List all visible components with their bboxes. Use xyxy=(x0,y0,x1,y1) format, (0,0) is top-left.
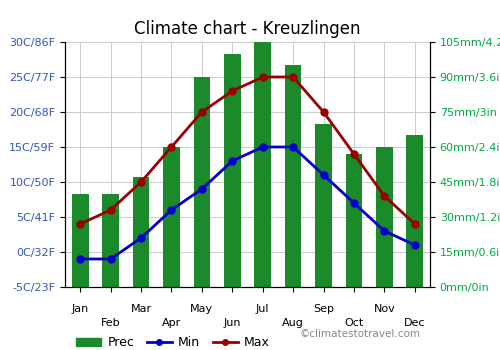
Title: Climate chart - Kreuzlingen: Climate chart - Kreuzlingen xyxy=(134,20,361,38)
Bar xyxy=(72,194,88,287)
Legend: Prec, Min, Max: Prec, Min, Max xyxy=(72,331,275,350)
Text: Aug: Aug xyxy=(282,317,304,328)
Text: Apr: Apr xyxy=(162,317,181,328)
Bar xyxy=(194,77,210,287)
Text: Jun: Jun xyxy=(224,317,241,328)
Bar xyxy=(163,147,180,287)
Bar xyxy=(315,124,332,287)
Text: Oct: Oct xyxy=(344,317,364,328)
Bar xyxy=(132,177,150,287)
Bar xyxy=(376,147,392,287)
Bar xyxy=(224,54,240,287)
Text: Mar: Mar xyxy=(130,304,152,314)
Text: Jul: Jul xyxy=(256,304,270,314)
Text: ©climatestotravel.com: ©climatestotravel.com xyxy=(300,329,421,339)
Text: May: May xyxy=(190,304,214,314)
Text: Dec: Dec xyxy=(404,317,425,328)
Text: Feb: Feb xyxy=(101,317,120,328)
Bar xyxy=(254,42,271,287)
Bar xyxy=(346,154,362,287)
Bar xyxy=(102,194,119,287)
Bar xyxy=(406,135,423,287)
Text: Nov: Nov xyxy=(374,304,395,314)
Text: Jan: Jan xyxy=(72,304,89,314)
Text: Sep: Sep xyxy=(313,304,334,314)
Bar xyxy=(285,65,302,287)
